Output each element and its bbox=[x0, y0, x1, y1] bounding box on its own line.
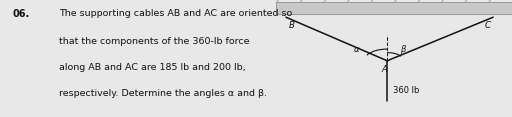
Text: respectively. Determine the angles α and β.: respectively. Determine the angles α and… bbox=[59, 89, 267, 98]
Text: 06.: 06. bbox=[13, 9, 30, 19]
Text: A: A bbox=[381, 65, 388, 74]
Text: C: C bbox=[484, 21, 490, 30]
Text: The supporting cables AB and AC are oriented so: The supporting cables AB and AC are orie… bbox=[59, 9, 292, 18]
Text: B: B bbox=[288, 21, 294, 30]
Bar bbox=[276, 2, 512, 14]
Text: 360 lb: 360 lb bbox=[393, 86, 420, 95]
Text: α: α bbox=[353, 45, 359, 54]
Text: β: β bbox=[400, 45, 406, 54]
Text: along AB and AC are 185 lb and 200 lb,: along AB and AC are 185 lb and 200 lb, bbox=[59, 63, 246, 72]
Text: that the components of the 360-lb force: that the components of the 360-lb force bbox=[59, 37, 249, 46]
